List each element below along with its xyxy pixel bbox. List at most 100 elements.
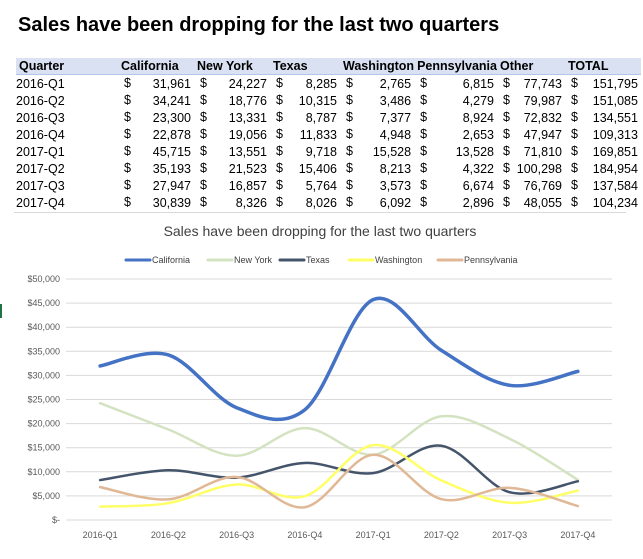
column-header[interactable]: Quarter [16, 58, 118, 75]
quarter-cell[interactable]: 2016-Q3 [16, 110, 65, 125]
value-cell[interactable]: $15,406 [270, 160, 340, 177]
value-cell[interactable]: $11,833 [270, 126, 340, 143]
cell-amount: 27,947 [152, 178, 191, 193]
line-chart: Sales have been dropping for the last tw… [27, 223, 612, 540]
column-header[interactable]: California [118, 58, 194, 75]
series-line-new-york[interactable] [98, 401, 580, 482]
series-line-california[interactable] [98, 296, 580, 422]
value-cell[interactable]: $4,279 [414, 92, 497, 109]
value-cell[interactable]: $10,315 [270, 92, 340, 109]
value-cell[interactable]: $22,878 [118, 126, 194, 143]
value-cell[interactable]: $13,528 [414, 143, 497, 160]
quarter-cell[interactable]: 2017-Q2 [16, 161, 65, 176]
currency-symbol: $ [420, 144, 428, 158]
value-cell[interactable]: $169,851 [565, 143, 641, 160]
value-cell[interactable]: $100,298 [497, 160, 565, 177]
value-cell[interactable]: $137,584 [565, 177, 641, 194]
value-cell[interactable]: $9,718 [270, 143, 340, 160]
currency-symbol: $ [346, 76, 353, 90]
value-cell[interactable]: $30,839 [118, 194, 194, 211]
value-cell[interactable]: $76,769 [497, 177, 565, 194]
legend-entry[interactable]: Texas [278, 255, 330, 265]
value-cell[interactable]: $15,528 [340, 143, 414, 160]
value-cell[interactable]: $23,300 [118, 109, 194, 126]
value-cell[interactable]: $72,832 [497, 109, 565, 126]
cell-amount: 47,947 [523, 127, 562, 142]
value-cell[interactable]: $151,795 [565, 75, 641, 93]
y-tick-label: $40,000 [27, 322, 60, 332]
currency-symbol: $ [502, 93, 510, 107]
value-cell[interactable]: $6,674 [414, 177, 497, 194]
value-cell[interactable]: $3,573 [340, 177, 414, 194]
chart-area[interactable]: Sales have been dropping for the last tw… [14, 212, 626, 549]
sheet-edge-marker [0, 304, 2, 318]
column-header[interactable]: TOTAL [564, 58, 641, 75]
value-cell[interactable]: $184,954 [565, 160, 641, 177]
currency-symbol: $ [276, 178, 283, 192]
value-cell[interactable]: $16,857 [194, 177, 270, 194]
value-cell[interactable]: $13,331 [194, 109, 270, 126]
value-cell[interactable]: $18,776 [194, 92, 270, 109]
value-cell[interactable]: $47,947 [497, 126, 565, 143]
currency-symbol: $ [570, 161, 578, 175]
x-tick-label: 2017-Q2 [424, 530, 459, 540]
value-cell[interactable]: $77,743 [497, 75, 565, 93]
value-cell[interactable]: $13,551 [194, 143, 270, 160]
value-cell[interactable]: $109,313 [565, 126, 641, 143]
value-cell[interactable]: $45,715 [118, 143, 194, 160]
currency-symbol: $ [502, 144, 510, 158]
column-header[interactable]: Texas [270, 58, 340, 75]
currency-symbol: $ [276, 93, 283, 107]
value-cell[interactable]: $8,213 [340, 160, 414, 177]
value-cell[interactable]: $35,193 [118, 160, 194, 177]
value-cell[interactable]: $3,486 [340, 92, 414, 109]
legend-entry[interactable]: New York [206, 255, 273, 265]
value-cell[interactable]: $34,241 [118, 92, 194, 109]
value-cell[interactable]: $71,810 [497, 143, 565, 160]
value-cell[interactable]: $8,326 [194, 194, 270, 211]
series-line-washington[interactable] [98, 443, 580, 508]
series-line-pennsylvania[interactable] [98, 453, 580, 509]
value-cell[interactable]: $4,322 [414, 160, 497, 177]
cell-amount: 18,776 [228, 93, 267, 108]
column-header[interactable]: Washington [340, 58, 415, 75]
cell-amount: 76,769 [523, 178, 562, 193]
value-cell[interactable]: $6,815 [414, 75, 497, 93]
value-cell[interactable]: $134,551 [565, 109, 641, 126]
quarter-cell[interactable]: 2016-Q1 [16, 76, 65, 91]
value-cell[interactable]: $31,961 [118, 75, 194, 93]
value-cell[interactable]: $4,948 [340, 126, 414, 143]
column-header[interactable]: Pennsylvania [414, 58, 497, 75]
value-cell[interactable]: $104,234 [565, 194, 641, 211]
quarter-cell[interactable]: 2017-Q4 [16, 195, 65, 210]
value-cell[interactable]: $8,787 [270, 109, 340, 126]
legend-entry[interactable]: Pennsylvania [436, 255, 518, 265]
value-cell[interactable]: $5,764 [270, 177, 340, 194]
quarter-cell[interactable]: 2017-Q3 [16, 178, 65, 193]
quarter-cell[interactable]: 2016-Q4 [16, 127, 65, 142]
value-cell[interactable]: $21,523 [194, 160, 270, 177]
value-cell[interactable]: $8,924 [414, 109, 497, 126]
value-cell[interactable]: $48,055 [497, 194, 565, 211]
legend-entry[interactable]: Washington [347, 255, 422, 265]
legend-entry[interactable]: California [124, 255, 190, 265]
value-cell[interactable]: $7,377 [340, 109, 414, 126]
value-cell[interactable]: $2,653 [414, 126, 497, 143]
table-row: 2017-Q2 $35,193 $21,523 $15,406 $8,213 $4,322… [16, 160, 641, 177]
column-header[interactable]: Other [496, 58, 565, 75]
value-cell[interactable]: $151,085 [565, 92, 641, 109]
value-cell[interactable]: $6,092 [340, 194, 414, 211]
value-cell[interactable]: $19,056 [194, 126, 270, 143]
quarter-cell[interactable]: 2016-Q2 [16, 93, 65, 108]
value-cell[interactable]: $27,947 [118, 177, 194, 194]
column-header[interactable]: New York [194, 58, 270, 75]
legend-label: New York [234, 255, 273, 265]
quarter-cell[interactable]: 2017-Q1 [16, 144, 65, 159]
value-cell[interactable]: $8,026 [270, 194, 340, 211]
value-cell[interactable]: $79,987 [497, 92, 565, 109]
x-tick-label: 2017-Q3 [492, 530, 527, 540]
value-cell[interactable]: $8,285 [270, 75, 340, 93]
value-cell[interactable]: $24,227 [194, 75, 270, 93]
value-cell[interactable]: $2,765 [340, 75, 414, 93]
value-cell[interactable]: $2,896 [414, 194, 497, 211]
